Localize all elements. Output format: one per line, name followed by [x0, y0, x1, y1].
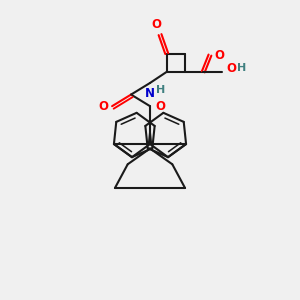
Text: O: O	[98, 100, 109, 113]
Text: N: N	[145, 86, 155, 100]
Text: O: O	[226, 62, 236, 75]
Text: H: H	[156, 85, 165, 95]
Text: O: O	[152, 18, 161, 31]
Text: O: O	[214, 49, 224, 62]
Text: O: O	[155, 100, 165, 113]
Text: H: H	[237, 63, 246, 73]
